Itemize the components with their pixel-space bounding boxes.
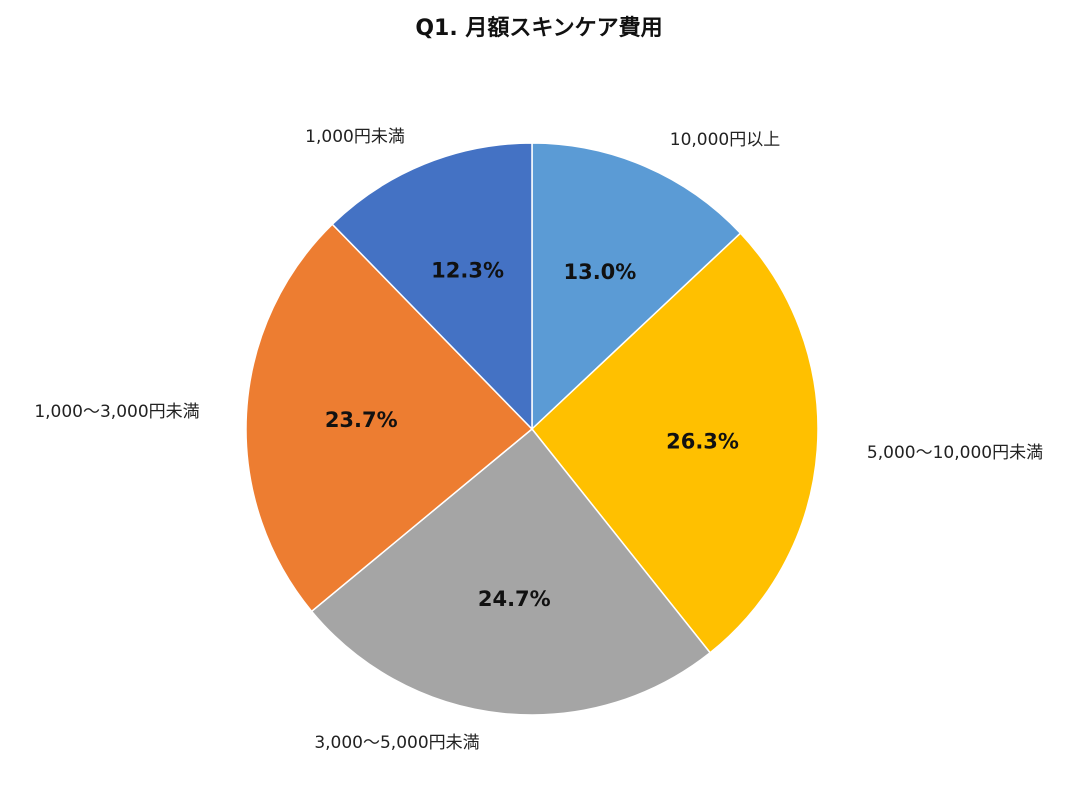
data-label: 12.3% [431,259,504,283]
pie-slice [531,142,742,431]
category-label: 5,000〜10,000円未満 [867,443,1043,463]
chart-title: Q1. 月額スキンケア費用 [415,16,663,41]
pie-slice [310,427,712,716]
category-label: 3,000〜5,000円未満 [314,733,479,753]
pie-slice [331,142,533,431]
category-label: 10,000円以上 [670,130,780,150]
data-label: 26.3% [666,429,739,453]
pie-slice [245,223,534,613]
data-label: 24.7% [478,587,551,611]
category-label: 1,000円未満 [305,127,405,147]
pie-slice [530,232,819,654]
data-label: 13.0% [563,260,636,284]
category-label: 1,000〜3,000円未満 [34,402,199,422]
data-label: 23.7% [325,408,398,432]
